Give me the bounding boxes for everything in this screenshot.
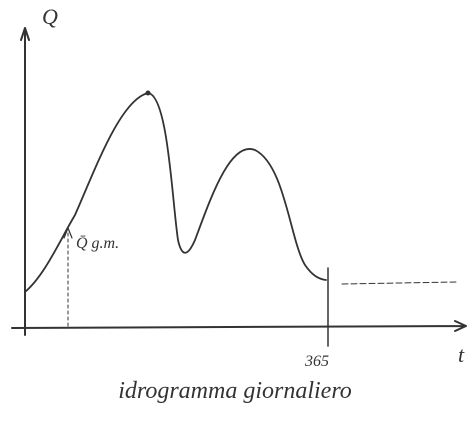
hydrograph-curve xyxy=(24,92,327,293)
caption: idrogramma giornaliero xyxy=(118,378,352,404)
mean-annotation: Q̄ g.m. xyxy=(76,235,119,252)
mean-arrow-head xyxy=(63,227,73,239)
y-axis-label: Q xyxy=(42,4,58,29)
mean-line xyxy=(341,281,457,285)
peak-point xyxy=(145,90,151,96)
y-axis xyxy=(20,27,30,336)
x-axis-label: t xyxy=(458,342,465,367)
x-axis xyxy=(11,320,467,332)
x-tick-label: 365 xyxy=(304,353,329,370)
